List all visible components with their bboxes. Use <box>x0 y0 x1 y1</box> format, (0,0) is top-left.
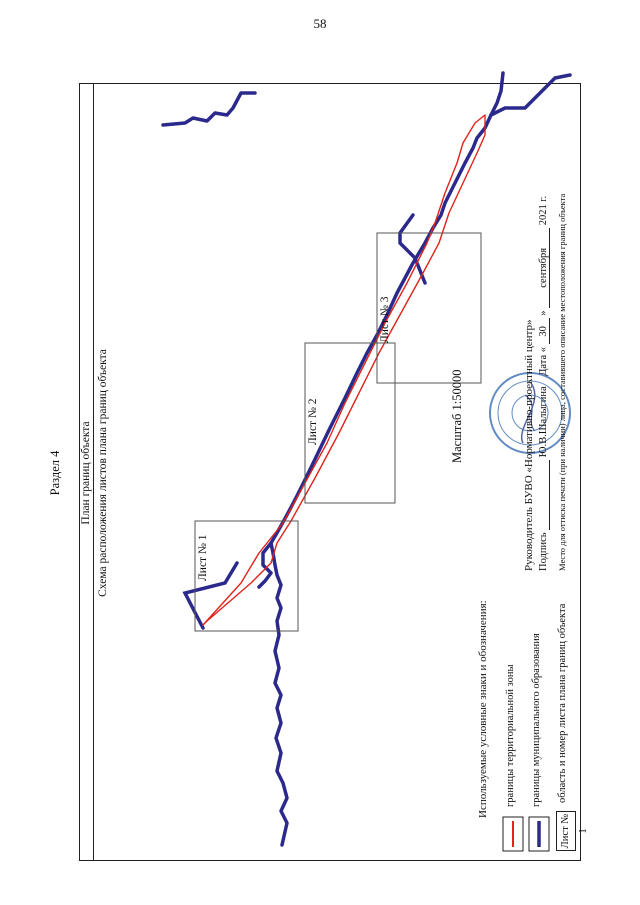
legend-sheet-sample: Лист № 1 <box>556 811 589 851</box>
signature-blank <box>538 459 550 530</box>
legend-sheet-label: область и номер листа плана границ объек… <box>557 603 568 803</box>
zone-boundary <box>202 114 486 626</box>
sheet-2-area <box>304 342 396 504</box>
date-day: 30 <box>538 318 550 345</box>
date-year: 2021 г. <box>538 195 549 226</box>
sign-label: Подпись <box>538 532 549 571</box>
sheet-1-area <box>194 520 299 632</box>
signature-line: Подпись Ю.В.Шалыгина Дата « 30 » сентябр… <box>538 196 550 571</box>
legend-title: Используемые условные знаки и обозначени… <box>477 600 489 818</box>
stamp-seal <box>489 372 571 454</box>
municipal-boundary-wiggle <box>257 541 273 589</box>
legend-zone-label: границы территориальной зоны <box>505 664 516 807</box>
legend-municipal-label: границы муниципального образования <box>531 633 542 807</box>
date-month: сентября <box>538 227 550 308</box>
page-number: 58 <box>313 16 327 31</box>
municipal-boundary-main <box>269 71 505 847</box>
legend-municipal-sample <box>528 816 550 852</box>
rotated-sheet: Раздел 4 План границ объекта Схема распо… <box>45 63 590 883</box>
date-sep: » <box>538 310 549 316</box>
sheet-1-label: Лист № 1 <box>197 534 209 581</box>
sheet-3-label: Лист № 3 <box>379 296 391 343</box>
municipal-boundary-coast <box>161 91 257 127</box>
municipal-boundary-branch-1 <box>182 561 239 630</box>
boundary-map <box>161 71 572 852</box>
date-label: Дата « <box>538 346 549 376</box>
signer-name: Ю.В.Шалыгина <box>538 386 549 458</box>
municipal-boundary-branch-3 <box>398 213 427 285</box>
municipal-boundary-north <box>489 73 572 117</box>
stamp-place-note: Место для оттиска печати (при наличии) л… <box>557 193 567 571</box>
map-scale: Масштаб 1:50000 <box>450 369 464 463</box>
head-of-organization: Руководитель БУВО «Нормативно-проектный … <box>523 319 535 571</box>
legend-zone-sample <box>502 816 524 852</box>
sheet-3-area <box>376 232 482 384</box>
sheet-2-label: Лист № 2 <box>307 398 319 445</box>
